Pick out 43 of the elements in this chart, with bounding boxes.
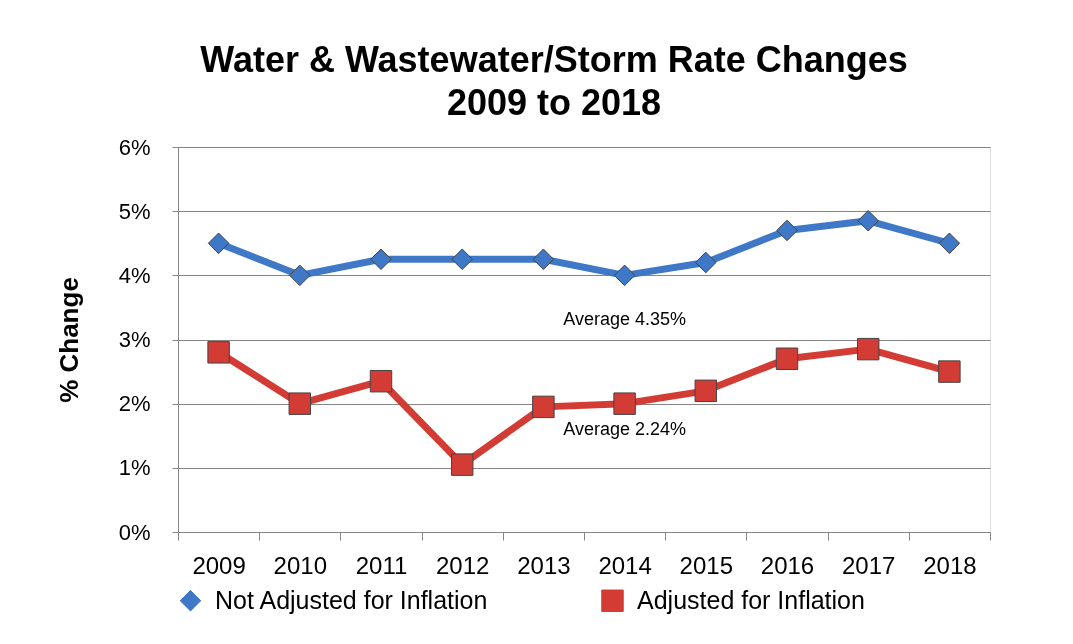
- y-tick-label: 6%: [118, 134, 151, 160]
- x-tick-label: 2017: [842, 551, 896, 579]
- point: [938, 232, 961, 254]
- point: [451, 248, 473, 271]
- point: [289, 264, 311, 287]
- point: [775, 347, 799, 370]
- chart-title: Water & Wastewater/Storm Rate Changes 2009 to 2018: [200, 39, 908, 123]
- point: [938, 360, 961, 383]
- x-tick-label: 2010: [273, 551, 327, 579]
- point: [857, 210, 879, 232]
- x-tick-label: 2016: [760, 551, 815, 579]
- x-tick-label: 2015: [679, 551, 733, 579]
- legend-label: Adjusted for Inflation: [637, 585, 865, 614]
- point: [695, 251, 717, 274]
- point: [776, 219, 798, 242]
- legend-label: Not Adjusted for Inflation: [215, 585, 488, 614]
- y-axis-title: % Change: [53, 277, 84, 403]
- y-tick-label: 0%: [118, 519, 151, 545]
- point: [532, 395, 555, 419]
- y-tick-label: 5%: [118, 198, 151, 224]
- annotation: Average 4.35%: [563, 309, 686, 330]
- point: [613, 264, 636, 287]
- y-tick-label: 4%: [118, 262, 151, 288]
- point: [532, 248, 555, 271]
- point: [207, 341, 230, 364]
- annotation: Average 2.24%: [563, 418, 686, 439]
- x-tick-label: 2014: [598, 551, 652, 579]
- x-tick-label: 2011: [355, 551, 408, 579]
- point: [370, 248, 392, 271]
- x-tick-label: 2012: [436, 551, 490, 579]
- y-tick-label: 1%: [118, 455, 151, 481]
- point: [856, 337, 880, 361]
- point: [613, 392, 636, 415]
- y-tick-label: 3%: [118, 327, 151, 352]
- x-tick-label: 2018: [923, 551, 977, 579]
- point: [288, 392, 312, 415]
- x-tick-label: 2009: [192, 551, 246, 579]
- x-tick-label: 2013: [517, 551, 571, 579]
- y-tick-label: 2%: [118, 391, 151, 417]
- point: [450, 453, 474, 476]
- point: [694, 379, 718, 403]
- point: [369, 369, 393, 393]
- point: [207, 232, 230, 254]
